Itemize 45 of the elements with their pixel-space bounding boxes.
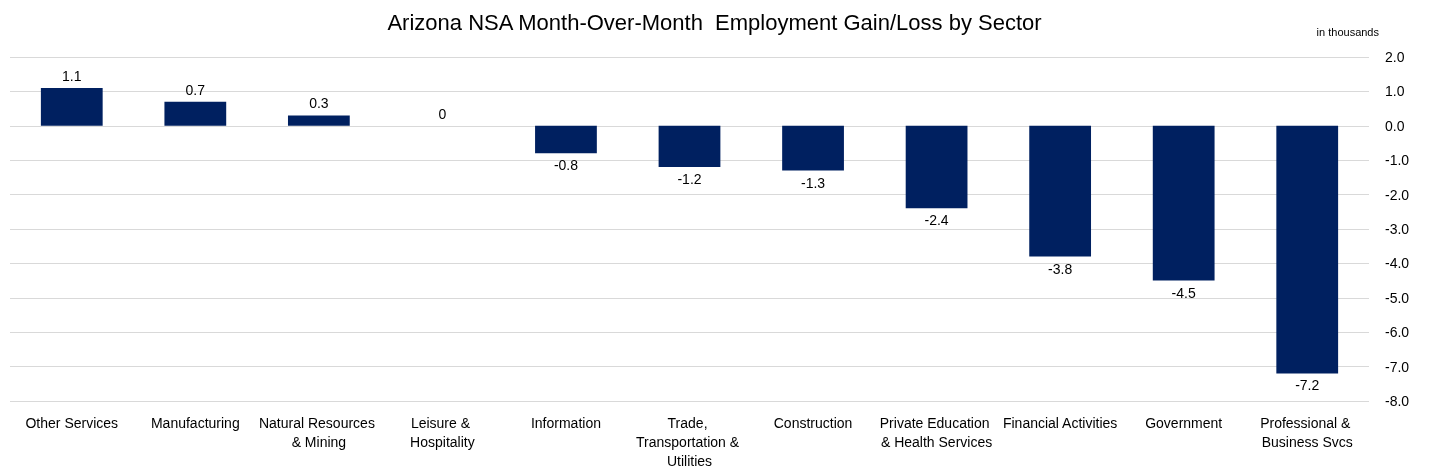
y-tick-label: -6.0 — [1385, 324, 1410, 341]
bar — [905, 125, 968, 209]
y-tick-label: 0.0 — [1385, 117, 1405, 134]
data-label: -7.2 — [1295, 377, 1320, 394]
x-tick-label: Other Services — [25, 414, 119, 431]
x-tick-label: Information — [530, 414, 601, 431]
y-tick-label: -8.0 — [1385, 393, 1410, 409]
bar — [164, 101, 227, 126]
data-label: 1.1 — [62, 67, 82, 84]
data-label: -1.2 — [677, 171, 702, 188]
y-tick-label: -4.0 — [1385, 255, 1410, 272]
x-tick-label: Construction — [773, 414, 853, 431]
bar — [535, 125, 597, 154]
chart-title: Arizona NSA Month-Over-Month Employment Gain/Loss by Sector — [387, 9, 1042, 35]
x-tick-label: Professional & Business Svcs — [1260, 414, 1355, 450]
bar — [782, 125, 844, 171]
data-label: -0.8 — [553, 157, 579, 174]
y-tick-label: -7.0 — [1385, 358, 1410, 375]
y-tick-label: -3.0 — [1385, 221, 1410, 237]
y-tick-label: -2.0 — [1385, 186, 1410, 203]
y-tick-label: 2.0 — [1385, 49, 1405, 65]
y-axis-title: in thousands — [1316, 25, 1380, 38]
x-tick-label: Private Education & Health Services — [879, 414, 994, 450]
x-tick-label: Trade, Transportation & Utilities — [636, 414, 743, 469]
bar — [1029, 125, 1092, 257]
bar — [40, 87, 103, 126]
data-label: 0 — [438, 105, 447, 122]
x-tick-label: Financial Activities — [1002, 414, 1118, 431]
bar — [1152, 125, 1215, 281]
bar — [287, 115, 350, 126]
x-tick-label: Government — [1145, 414, 1223, 431]
x-tick-label: Manufacturing — [150, 414, 240, 431]
x-tick-label: Natural Resources & Mining — [258, 414, 379, 450]
data-label: -1.3 — [800, 174, 826, 191]
data-label: -2.4 — [924, 212, 949, 229]
bar — [1276, 125, 1339, 374]
x-tick-label: Leisure & Hospitality — [410, 414, 475, 450]
data-label: 0.3 — [309, 95, 329, 112]
data-label: -3.8 — [1048, 260, 1073, 277]
y-tick-label: -5.0 — [1385, 289, 1410, 306]
data-label: -4.5 — [1171, 284, 1196, 301]
y-tick-label: -1.0 — [1385, 152, 1410, 169]
bar — [658, 125, 721, 168]
y-tick-label: 1.0 — [1385, 83, 1405, 100]
data-label: 0.7 — [185, 81, 206, 98]
